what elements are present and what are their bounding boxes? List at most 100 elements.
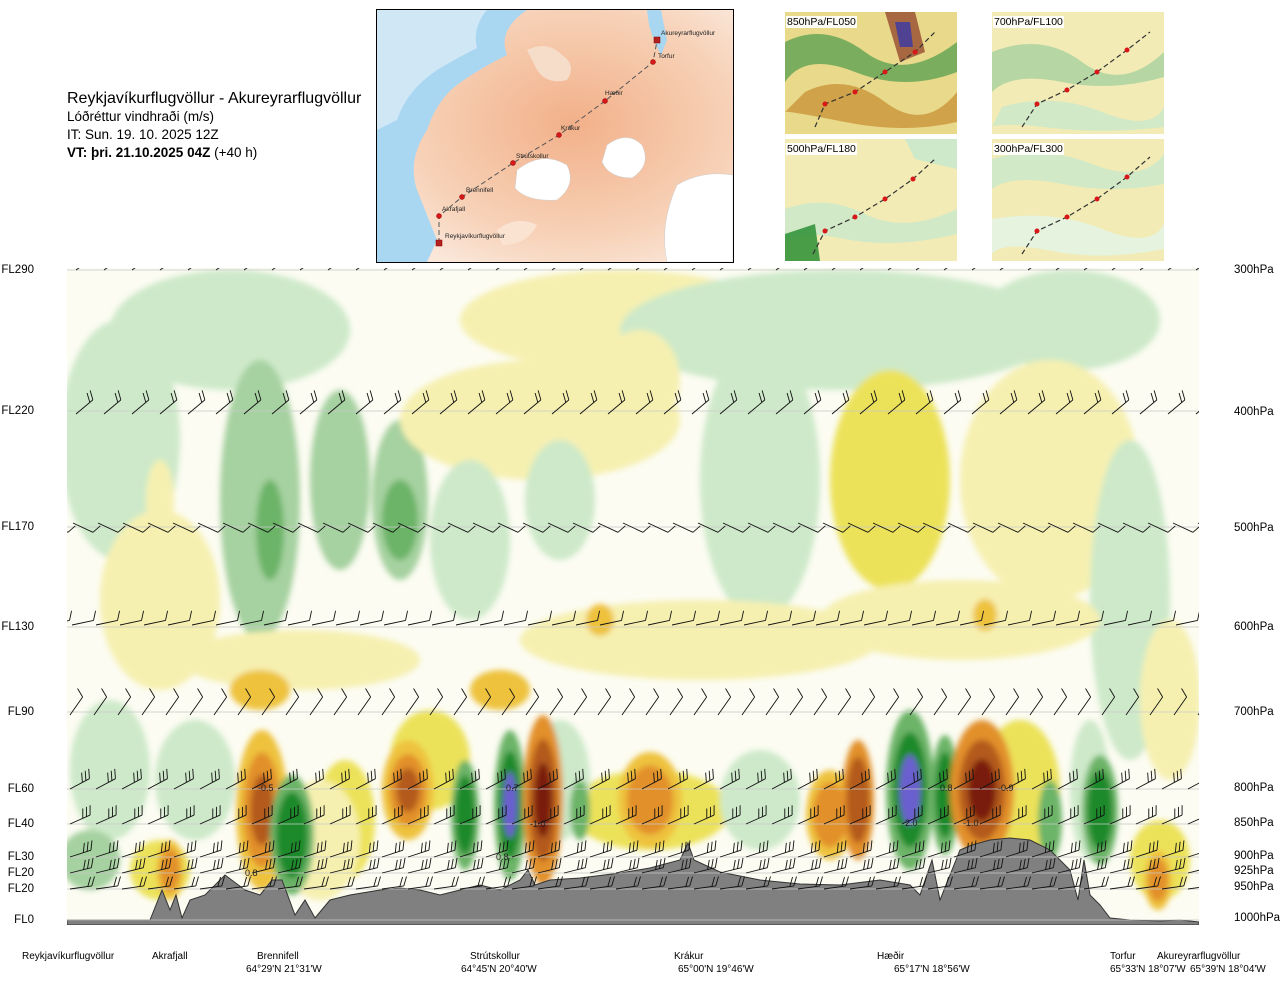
wind-barb — [407, 857, 432, 874]
wind-barb — [1083, 268, 1103, 271]
wind-barb — [75, 268, 95, 271]
wind-barb — [563, 857, 588, 874]
wind-barb — [719, 768, 740, 790]
wind-barb — [695, 610, 721, 626]
wind-barb — [859, 268, 879, 271]
init-time: IT: Sun. 19. 10. 2025 12Z — [67, 127, 219, 142]
wind-barb — [1111, 268, 1131, 271]
wind-barb — [472, 522, 501, 533]
wind-barb — [1109, 876, 1135, 890]
wind-barb — [803, 390, 822, 415]
wind-barb — [599, 610, 625, 626]
wind-barb — [69, 805, 91, 825]
wind-barb — [1122, 522, 1151, 533]
wind-barb — [579, 268, 599, 271]
wind-barb — [607, 268, 627, 271]
wind-barb — [1083, 805, 1105, 825]
wind-barb — [1161, 876, 1187, 890]
wind-barb — [927, 768, 948, 790]
level-map-850-label: 850hPa/FL050 — [786, 16, 857, 28]
wind-barb — [575, 610, 601, 626]
fl-label-30: FL30 — [7, 851, 34, 863]
wind-barb — [42, 390, 68, 414]
wind-barb — [197, 522, 226, 533]
wind-barb — [875, 857, 900, 874]
wind-barb — [67, 610, 73, 626]
wind-barb — [537, 876, 563, 890]
wind-barb — [935, 610, 961, 626]
wind-barb — [467, 390, 486, 415]
wind-barb — [485, 768, 506, 790]
map-label-akureyri: Akureyrarflugvöllur — [661, 30, 716, 37]
wind-barb — [971, 268, 991, 271]
hpa-label-700: 700hPa — [1234, 706, 1274, 718]
wind-barb — [573, 688, 588, 716]
wind-barb — [972, 522, 1001, 533]
wind-barb — [407, 610, 433, 626]
wind-barb — [1007, 610, 1033, 626]
wind-barb — [433, 768, 454, 790]
wind-barb — [1005, 876, 1031, 890]
wind-barb — [887, 390, 906, 415]
wind-barb — [131, 268, 151, 271]
hpa-label-900: 900hPa — [1234, 850, 1274, 862]
wind-barb — [355, 268, 375, 271]
wind-barb — [717, 688, 732, 716]
wind-barb — [863, 610, 889, 626]
wind-barb — [622, 522, 651, 533]
wind-barb — [103, 268, 123, 271]
wind-barb — [1135, 768, 1156, 790]
wind-barb — [791, 610, 817, 626]
wind-barb — [861, 688, 876, 716]
x-label-krakur: Krákur — [674, 951, 704, 962]
wind-barb — [355, 840, 379, 858]
fl-label-170: FL170 — [1, 521, 34, 533]
wind-barb — [277, 805, 299, 825]
wind-barb — [813, 688, 828, 716]
wind-barb — [93, 688, 108, 716]
wind-barb — [641, 840, 665, 858]
wind-barb — [322, 522, 351, 533]
wind-barb — [225, 805, 247, 825]
wind-barb — [615, 805, 637, 825]
wind-barb — [381, 876, 407, 890]
wind-barb — [1005, 688, 1020, 716]
wind-barb — [411, 390, 430, 415]
pressure-level-lines — [67, 269, 1199, 921]
wind-barb — [297, 522, 326, 533]
x-label-strutskollur: Strútskollur — [470, 951, 521, 962]
wind-barb — [372, 522, 401, 533]
wind-barb — [1147, 522, 1176, 533]
wind-barb — [1083, 390, 1102, 415]
wind-barb — [1097, 522, 1126, 533]
wind-barb — [537, 805, 559, 825]
map-label-krakur: Krákur — [561, 125, 581, 132]
wind-barb — [803, 268, 823, 271]
wind-barb — [607, 390, 626, 415]
wind-barb — [1195, 399, 1199, 415]
wind-barb — [747, 390, 766, 415]
wind-barb — [222, 522, 251, 533]
map-label-reykjavik: Reykjavíkurflugvöllur — [445, 233, 506, 240]
wind-barb — [95, 768, 116, 790]
wind-barb — [953, 840, 977, 858]
wind-barb — [1161, 768, 1182, 790]
wind-barb — [215, 268, 235, 271]
wind-barb — [641, 857, 666, 874]
wind-barb — [511, 840, 535, 858]
wind-barb — [743, 610, 769, 626]
wind-barb — [1149, 688, 1164, 716]
wind-barb — [849, 768, 870, 790]
level-map-300-label: 300hPa/FL300 — [993, 143, 1064, 155]
wind-barb — [303, 768, 324, 790]
wind-barb — [849, 840, 873, 858]
wind-barb — [335, 610, 361, 626]
value-label: -0.5 — [258, 783, 274, 793]
wind-barb — [251, 876, 277, 890]
wind-barb — [172, 522, 201, 533]
wind-barb — [953, 876, 979, 890]
wind-barb — [1161, 857, 1186, 874]
wind-barb — [767, 610, 793, 626]
wind-barb — [797, 522, 826, 533]
wind-barb — [822, 522, 851, 533]
